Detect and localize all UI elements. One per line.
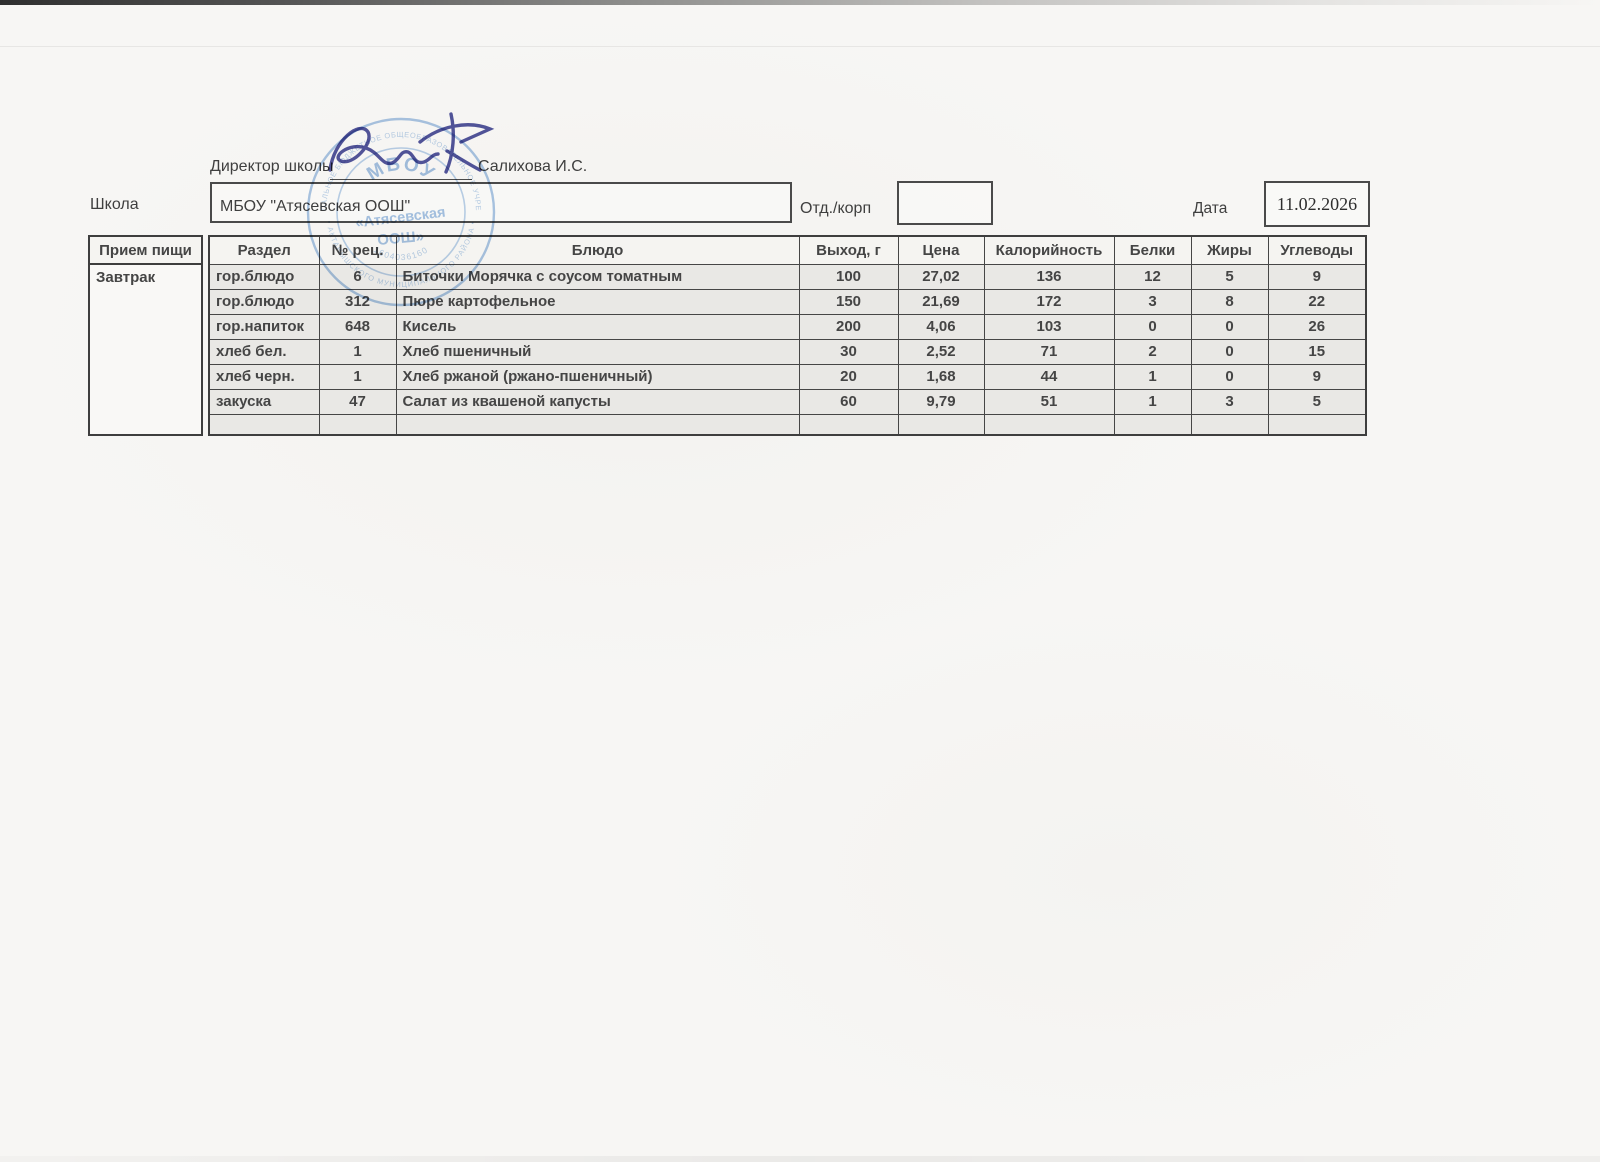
col-header-calories: Калорийность bbox=[983, 235, 1115, 265]
col-header-meal: Прием пищи bbox=[90, 237, 201, 265]
meal-cell: Завтрак bbox=[96, 269, 156, 286]
cell-price: 2,52 bbox=[897, 338, 985, 365]
date-value: 11.02.2026 bbox=[1276, 193, 1358, 214]
stamp-center-line2: «Атясевская bbox=[355, 205, 447, 232]
cell-proteins: 2 bbox=[1113, 338, 1192, 365]
cell-fats: 5 bbox=[1190, 263, 1269, 290]
cell-section: закуска bbox=[208, 388, 320, 415]
table-row: гор.напиток 648 Кисель 200 4,06 103 0 0 … bbox=[208, 313, 1367, 340]
cell-calories: 103 bbox=[983, 313, 1115, 340]
cell-section: гор.напиток bbox=[208, 313, 320, 340]
col-header-carbs: Углеводы bbox=[1267, 235, 1367, 265]
table-row-empty bbox=[208, 413, 1367, 436]
cell-fats: 3 bbox=[1190, 388, 1269, 415]
cell-calories: 71 bbox=[983, 338, 1115, 365]
cell-fats: 8 bbox=[1190, 288, 1269, 315]
col-header-price: Цена bbox=[897, 235, 985, 265]
cell-carbs: 9 bbox=[1267, 363, 1367, 390]
cell-section: гор.блюдо bbox=[208, 288, 320, 315]
cell-recipe-no: 6 bbox=[318, 263, 397, 290]
cell-calories: 44 bbox=[983, 363, 1115, 390]
stamp-center-line3: ООШ» bbox=[377, 228, 425, 249]
cell-price: 21,69 bbox=[897, 288, 985, 315]
cell-proteins: 3 bbox=[1113, 288, 1192, 315]
cell-dish: Биточки Морячка с соусом томатным bbox=[395, 263, 800, 290]
stamp-digits: 1604036160 bbox=[372, 244, 429, 262]
cell-dish: Кисель bbox=[395, 313, 800, 340]
scan-edge-artifact-bottom bbox=[0, 1156, 1600, 1162]
menu-table: Прием пищи Завтрак Раздел № рец. Блюдо В… bbox=[88, 235, 1367, 438]
cell-dish: Хлеб пшеничный bbox=[395, 338, 800, 365]
cell-carbs: 9 bbox=[1267, 263, 1367, 290]
cell-calories: 172 bbox=[983, 288, 1115, 315]
col-header-proteins: Белки bbox=[1113, 235, 1192, 265]
col-header-fats: Жиры bbox=[1190, 235, 1269, 265]
cell-carbs: 22 bbox=[1267, 288, 1367, 315]
cell-dish: Хлеб ржаной (ржано-пшеничный) bbox=[395, 363, 800, 390]
cell-proteins: 1 bbox=[1113, 363, 1192, 390]
cell-fats: 0 bbox=[1190, 363, 1269, 390]
cell-section: хлеб черн. bbox=[208, 363, 320, 390]
scan-edge-artifact-top bbox=[0, 0, 1600, 5]
cell-output: 200 bbox=[798, 313, 899, 340]
cell-dish: Салат из квашеной капусты bbox=[395, 388, 800, 415]
table-row: хлеб бел. 1 Хлеб пшеничный 30 2,52 71 2 … bbox=[208, 338, 1367, 365]
cell-output: 100 bbox=[798, 263, 899, 290]
cell-calories: 51 bbox=[983, 388, 1115, 415]
cell-carbs: 15 bbox=[1267, 338, 1367, 365]
menu-table-grid: Раздел № рец. Блюдо Выход, г Цена Калори… bbox=[208, 235, 1367, 436]
table-row: хлеб черн. 1 Хлеб ржаной (ржано-пшеничны… bbox=[208, 363, 1367, 390]
cell-output: 150 bbox=[798, 288, 899, 315]
date-label: Дата bbox=[1193, 200, 1228, 217]
meal-column: Прием пищи Завтрак bbox=[88, 235, 203, 436]
date-box: 11.02.2026 bbox=[1264, 181, 1370, 227]
cell-carbs: 5 bbox=[1267, 388, 1367, 415]
director-name: Салихова И.С. bbox=[478, 158, 588, 175]
cell-section: гор.блюдо bbox=[208, 263, 320, 290]
col-header-section: Раздел bbox=[208, 235, 320, 265]
cell-recipe-no: 1 bbox=[318, 363, 397, 390]
cell-proteins: 0 bbox=[1113, 313, 1192, 340]
table-row: гор.блюдо 312 Пюре картофельное 150 21,6… bbox=[208, 288, 1367, 315]
cell-price: 27,02 bbox=[897, 263, 985, 290]
signature-underline bbox=[330, 179, 472, 180]
dept-label: Отд./корп bbox=[800, 200, 872, 217]
cell-price: 4,06 bbox=[897, 313, 985, 340]
cell-recipe-no: 648 bbox=[318, 313, 397, 340]
scan-fold-line bbox=[0, 46, 1600, 47]
cell-proteins: 1 bbox=[1113, 388, 1192, 415]
director-label: Директор школы bbox=[210, 158, 334, 175]
cell-output: 60 bbox=[798, 388, 899, 415]
cell-price: 9,79 bbox=[897, 388, 985, 415]
cell-section: хлеб бел. bbox=[208, 338, 320, 365]
cell-recipe-no: 47 bbox=[318, 388, 397, 415]
cell-output: 20 bbox=[798, 363, 899, 390]
cell-proteins: 12 bbox=[1113, 263, 1192, 290]
dept-box bbox=[897, 181, 993, 225]
col-header-output: Выход, г bbox=[798, 235, 899, 265]
cell-output: 30 bbox=[798, 338, 899, 365]
cell-recipe-no: 312 bbox=[318, 288, 397, 315]
cell-recipe-no: 1 bbox=[318, 338, 397, 365]
school-name: МБОУ "Атясевская ООШ" bbox=[220, 198, 411, 215]
table-row: закуска 47 Салат из квашеной капусты 60 … bbox=[208, 388, 1367, 415]
cell-fats: 0 bbox=[1190, 338, 1269, 365]
col-header-dish: Блюдо bbox=[395, 235, 800, 265]
cell-price: 1,68 bbox=[897, 363, 985, 390]
cell-carbs: 26 bbox=[1267, 313, 1367, 340]
cell-fats: 0 bbox=[1190, 313, 1269, 340]
school-label: Школа bbox=[90, 196, 139, 213]
svg-text:1604036160: 1604036160 bbox=[372, 244, 430, 262]
table-header-row: Раздел № рец. Блюдо Выход, г Цена Калори… bbox=[208, 235, 1367, 265]
director-signature bbox=[328, 112, 495, 174]
cell-calories: 136 bbox=[983, 263, 1115, 290]
